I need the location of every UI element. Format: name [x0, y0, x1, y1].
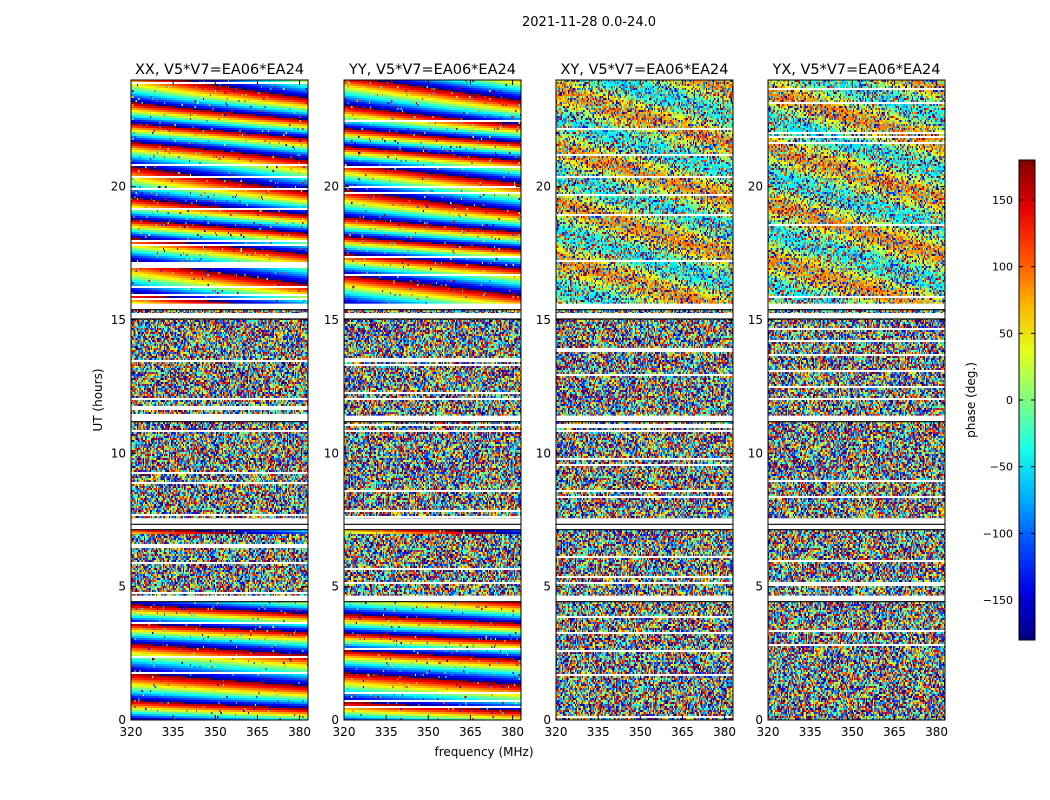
flagged-gap — [344, 313, 521, 319]
y-tick-label: 0 — [543, 713, 551, 727]
x-tick-label: 350 — [417, 725, 440, 739]
panel-yy: YY, V5*V7=EA06*EA24 320 335 350 365 380 0 5 10 15… — [324, 62, 524, 739]
phase-heatmap — [344, 80, 521, 720]
colorbar-tick-label: −100 — [983, 527, 1013, 540]
y-tick-label: 15 — [111, 313, 126, 327]
colorbar-tick-label: 0 — [1006, 394, 1013, 407]
x-tick-label: 380 — [925, 725, 948, 739]
x-axis-label: frequency (MHz) — [434, 745, 533, 759]
flagged-gap — [344, 415, 521, 422]
x-tick-label: 335 — [162, 725, 185, 739]
panel-title: XY, V5*V7=EA06*EA24 — [560, 62, 728, 78]
panel-yx: YX, V5*V7=EA06*EA24 320 335 350 365 380 0 5 10 15… — [748, 62, 948, 739]
x-tick-label: 335 — [375, 725, 398, 739]
y-tick-label: 10 — [748, 446, 763, 460]
panel-xx: XX, V5*V7=EA06*EA24 320 335 350 365 380 0 5 10 15… — [111, 62, 311, 739]
y-tick-label: 5 — [543, 580, 551, 594]
y-tick-label: 15 — [748, 313, 763, 327]
y-tick-label: 15 — [536, 313, 551, 327]
flagged-gap — [768, 523, 945, 530]
y-tick-label: 5 — [755, 580, 763, 594]
flagged-gap — [556, 313, 733, 319]
phase-heatmap — [768, 80, 945, 720]
flagged-gap — [344, 523, 521, 530]
colorbar-tick-label: −50 — [990, 461, 1013, 474]
panel-frame — [343, 79, 522, 721]
y-tick-label: 5 — [118, 580, 126, 594]
flagged-gap — [131, 595, 308, 602]
panel-title: YY, V5*V7=EA06*EA24 — [348, 62, 516, 78]
y-tick-label: 0 — [755, 713, 763, 727]
panel-title: XX, V5*V7=EA06*EA24 — [135, 62, 304, 78]
x-tick-label: 350 — [841, 725, 864, 739]
flagged-gap — [131, 313, 308, 319]
x-tick-label: 365 — [671, 725, 694, 739]
x-tick-label: 320 — [545, 725, 568, 739]
x-tick-label: 350 — [629, 725, 652, 739]
figure-suptitle: 2021-11-28 0.0-24.0 — [522, 15, 656, 30]
flagged-gap — [131, 523, 308, 530]
x-tick-label: 320 — [757, 725, 780, 739]
y-tick-label: 0 — [118, 713, 126, 727]
y-tick-label: 10 — [324, 446, 339, 460]
panel-title: YX, V5*V7=EA06*EA24 — [771, 62, 940, 78]
panel-frame — [767, 79, 946, 721]
y-tick-label: 10 — [536, 446, 551, 460]
x-tick-label: 335 — [799, 725, 822, 739]
x-tick-label: 380 — [501, 725, 524, 739]
panel-frame — [130, 79, 309, 721]
x-tick-label: 365 — [883, 725, 906, 739]
flagged-gap — [556, 518, 733, 525]
y-tick-label: 20 — [324, 180, 339, 194]
y-tick-label: 0 — [331, 713, 339, 727]
x-tick-label: 320 — [120, 725, 143, 739]
flagged-gap — [768, 595, 945, 602]
panel-frame — [555, 79, 734, 721]
colorbar-tick-label: 150 — [992, 194, 1013, 207]
flagged-gap — [768, 415, 945, 422]
panel-xy: XY, V5*V7=EA06*EA24 320 335 350 365 380 0 5 10 15… — [536, 62, 736, 739]
y-tick-label: 20 — [748, 180, 763, 194]
flagged-gap — [768, 518, 945, 525]
y-tick-label: 5 — [331, 580, 339, 594]
y-tick-label: 10 — [111, 446, 126, 460]
flagged-gap — [131, 518, 308, 525]
x-tick-label: 365 — [246, 725, 269, 739]
x-tick-label: 380 — [713, 725, 736, 739]
flagged-gap — [131, 303, 308, 310]
colorbar-label: phase (deg.) — [964, 362, 978, 438]
x-tick-label: 320 — [333, 725, 356, 739]
flagged-gap — [556, 595, 733, 602]
x-tick-label: 365 — [459, 725, 482, 739]
y-tick-label: 20 — [536, 180, 551, 194]
y-axis-label: UT (hours) — [91, 368, 105, 431]
flagged-gap — [768, 313, 945, 319]
x-tick-label: 380 — [288, 725, 311, 739]
colorbar: 150 100 50 0 −50 −100 −150 — [983, 159, 1036, 641]
x-tick-label: 335 — [587, 725, 610, 739]
phase-heatmap — [556, 80, 733, 720]
flagged-gap — [768, 303, 945, 310]
flagged-gap — [344, 303, 521, 310]
panels-group: XX, V5*V7=EA06*EA24 320 335 350 365 380 0 5 10 15… — [111, 62, 948, 739]
colorbar-tick-label: 100 — [992, 261, 1013, 274]
colorbar-tick-label: −150 — [983, 594, 1013, 607]
flagged-gap — [344, 518, 521, 525]
phase-heatmap — [131, 80, 308, 720]
y-tick-label: 15 — [324, 313, 339, 327]
flagged-gap — [556, 523, 733, 530]
flagged-gap — [131, 415, 308, 422]
colorbar-tick-label: 50 — [999, 327, 1013, 340]
x-tick-label: 350 — [204, 725, 227, 739]
y-tick-label: 20 — [111, 180, 126, 194]
flagged-gap — [556, 415, 733, 422]
flagged-gap — [344, 595, 521, 602]
flagged-gap — [556, 303, 733, 310]
